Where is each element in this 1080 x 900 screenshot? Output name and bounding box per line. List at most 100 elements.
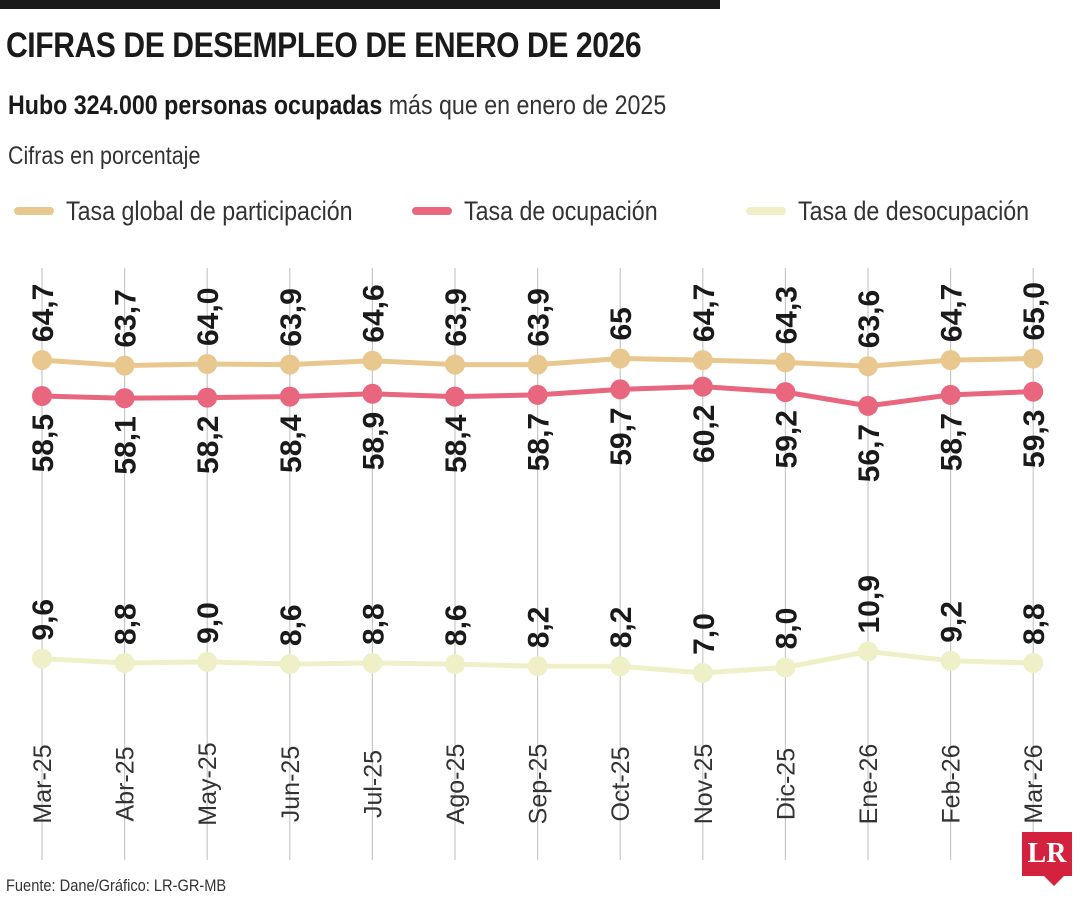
data-label-participacion: 63,9	[275, 288, 308, 346]
legend-swatch-desocupacion	[746, 207, 786, 215]
data-point-desocupacion	[362, 653, 383, 673]
x-tick-label: Nov-25	[690, 744, 718, 825]
data-point-desocupacion	[940, 650, 961, 671]
data-point-desocupacion	[1023, 653, 1044, 673]
data-label-desocupacion: 9,0	[192, 602, 225, 644]
data-label-participacion: 64,3	[770, 286, 803, 344]
data-point-participacion	[32, 350, 52, 371]
data-label-desocupacion: 8,6	[440, 604, 473, 646]
data-label-desocupacion: 10,9	[853, 575, 886, 633]
chart-title: CIFRAS DE DESEMPLEO DE ENERO DE 2026	[6, 26, 642, 65]
data-label-participacion: 63,9	[440, 288, 473, 346]
x-tick-label: May-25	[194, 742, 222, 825]
data-label-ocupacion: 58,9	[357, 412, 390, 470]
data-label-ocupacion: 59,7	[605, 407, 638, 465]
data-point-participacion	[858, 356, 878, 377]
chart-subtitle: Hubo 324.000 personas ocupadas más que e…	[8, 90, 666, 121]
x-tick-label: Ago-25	[442, 744, 470, 825]
legend-label-participacion: Tasa global de participación	[66, 195, 353, 226]
data-label-ocupacion: 59,3	[1018, 410, 1051, 468]
data-label-desocupacion: 9,6	[27, 599, 60, 641]
data-label-ocupacion: 59,2	[770, 410, 803, 468]
lr-logo: LR	[1022, 832, 1072, 876]
x-tick-label: Mar-26	[1020, 744, 1048, 823]
data-label-ocupacion: 58,7	[936, 413, 969, 471]
data-label-ocupacion: 58,4	[440, 414, 473, 473]
data-label-participacion: 64,7	[936, 284, 969, 342]
data-point-ocupacion	[279, 386, 300, 407]
data-label-participacion: 64,7	[688, 284, 721, 342]
legend-item-desocupacion: Tasa de desocupación	[746, 194, 1067, 228]
legend-swatch-ocupacion	[412, 207, 452, 215]
legend-label-desocupacion: Tasa de desocupación	[798, 195, 1030, 226]
legend-item-participacion: Tasa global de participación	[14, 194, 399, 228]
data-label-participacion: 64,0	[192, 288, 225, 346]
source-note: Fuente: Dane/Gráfico: LR-GR-MB	[6, 876, 227, 895]
data-point-participacion	[775, 352, 796, 373]
data-label-ocupacion: 58,5	[27, 414, 60, 472]
data-point-participacion	[527, 354, 548, 375]
data-label-participacion: 63,7	[110, 289, 143, 347]
data-label-ocupacion: 58,1	[110, 416, 143, 474]
x-tick-label: Jul-25	[359, 750, 387, 818]
data-label-desocupacion: 7,0	[688, 613, 721, 655]
data-point-ocupacion	[610, 379, 631, 400]
data-label-desocupacion: 8,8	[110, 603, 143, 645]
x-tick-label: Sep-25	[525, 744, 553, 825]
data-point-desocupacion	[692, 662, 713, 683]
data-label-ocupacion: 58,4	[275, 414, 308, 473]
data-point-participacion	[692, 350, 713, 371]
x-tick-label: Abr-25	[112, 746, 140, 821]
x-tick-label: Feb-26	[938, 744, 966, 823]
data-label-participacion: 65,0	[1018, 282, 1051, 340]
data-label-desocupacion: 8,6	[275, 604, 308, 646]
data-point-ocupacion	[940, 384, 961, 405]
top-rule	[0, 0, 720, 9]
data-point-ocupacion	[527, 384, 548, 405]
data-point-desocupacion	[610, 656, 631, 677]
data-point-participacion	[279, 354, 300, 375]
data-point-ocupacion	[1023, 381, 1044, 402]
data-label-desocupacion: 8,0	[770, 608, 803, 650]
data-label-ocupacion: 58,2	[192, 416, 225, 474]
data-point-desocupacion	[32, 648, 52, 669]
data-point-desocupacion	[197, 651, 218, 672]
x-tick-label: Oct-25	[607, 746, 635, 821]
x-tick-label: Ene-26	[855, 744, 883, 825]
data-point-ocupacion	[445, 386, 465, 407]
x-tick-label: Mar-25	[29, 744, 57, 823]
data-point-ocupacion	[32, 386, 52, 406]
data-point-participacion	[197, 354, 218, 374]
data-point-ocupacion	[775, 382, 796, 403]
data-point-participacion	[362, 350, 383, 371]
data-label-desocupacion: 8,8	[1018, 603, 1051, 645]
legend-label-ocupacion: Tasa de ocupación	[464, 195, 658, 226]
data-label-desocupacion: 8,2	[605, 607, 638, 649]
data-point-ocupacion	[362, 383, 383, 404]
data-label-desocupacion: 8,2	[523, 607, 556, 649]
data-label-ocupacion: 58,7	[523, 413, 556, 471]
data-label-participacion: 64,7	[27, 284, 60, 342]
data-point-desocupacion	[775, 657, 796, 678]
data-point-desocupacion	[527, 656, 548, 677]
lr-logo-tail	[1044, 876, 1064, 886]
data-point-participacion	[610, 348, 631, 369]
data-label-participacion: 64,6	[357, 284, 390, 342]
data-point-ocupacion	[692, 376, 713, 397]
data-point-participacion	[1023, 348, 1044, 369]
data-point-participacion	[940, 350, 961, 371]
legend-swatch-participacion	[14, 207, 54, 215]
data-label-desocupacion: 8,8	[357, 603, 390, 645]
data-label-ocupacion: 56,7	[853, 424, 886, 482]
data-label-desocupacion: 9,2	[936, 601, 969, 643]
legend-item-ocupacion: Tasa de ocupación	[412, 194, 689, 228]
data-label-participacion: 65	[605, 307, 638, 340]
data-point-participacion	[114, 355, 135, 376]
data-label-participacion: 63,6	[853, 290, 886, 348]
data-point-desocupacion	[445, 654, 465, 675]
subtitle-bold: Hubo 324.000 personas ocupadas	[8, 90, 383, 120]
data-point-ocupacion	[858, 395, 878, 416]
x-tick-label: Dic-25	[772, 748, 800, 820]
data-label-ocupacion: 60,2	[688, 405, 721, 463]
